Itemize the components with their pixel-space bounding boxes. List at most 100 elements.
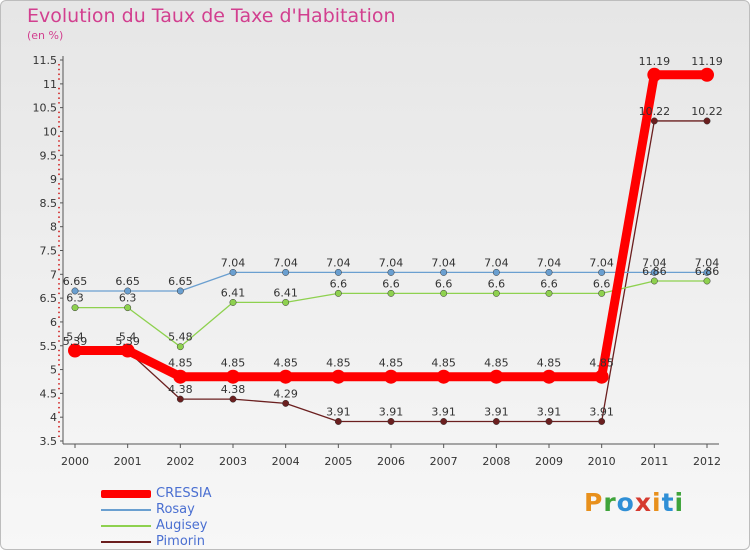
y-minor-tick [58, 430, 60, 433]
data-point-cressia [120, 343, 135, 358]
y-minor-tick [58, 387, 60, 390]
data-label-rosay: 7.04 [273, 256, 298, 269]
y-minor-tick [58, 216, 60, 219]
data-label-cressia: 4.85 [273, 357, 298, 370]
legend-swatch-augisey [101, 525, 151, 527]
y-tick-label: 10.5 [33, 102, 58, 115]
data-label-augisey: 6.86 [642, 265, 667, 278]
y-minor-tick [58, 263, 60, 266]
data-point-rosay [71, 287, 79, 295]
y-minor-tick [58, 187, 60, 190]
data-point-rosay [492, 268, 500, 276]
y-minor-tick [58, 244, 60, 247]
y-minor-tick [58, 311, 60, 314]
data-label-rosay: 7.04 [695, 256, 720, 269]
x-tick-label: 2004 [272, 455, 300, 468]
data-point-augisey [282, 298, 290, 306]
data-label-pimorin: 10.22 [639, 105, 671, 118]
x-tick-label: 2007 [430, 455, 458, 468]
y-minor-tick [58, 87, 60, 90]
y-minor-tick [58, 149, 60, 152]
legend-swatch-pimorin [101, 541, 151, 543]
data-label-pimorin: 3.91 [484, 405, 509, 418]
y-minor-tick [58, 425, 60, 428]
y-tick-label: 10 [43, 125, 57, 138]
data-point-cressia [489, 369, 504, 384]
y-minor-tick [58, 111, 60, 114]
data-label-rosay: 7.04 [589, 256, 614, 269]
data-point-augisey [229, 298, 237, 306]
y-minor-tick [58, 340, 60, 342]
data-label-pimorin: 4.29 [273, 387, 298, 400]
y-minor-tick [58, 316, 60, 319]
data-point-rosay [440, 268, 448, 276]
data-point-rosay [176, 287, 184, 295]
data-label-pimorin: 5.39 [63, 335, 88, 348]
y-minor-tick [58, 92, 60, 95]
y-minor-tick [58, 306, 60, 309]
y-minor-tick [58, 192, 60, 195]
x-tick-label: 2011 [640, 455, 668, 468]
data-point-pimorin [440, 418, 448, 425]
data-label-cressia: 5.4 [119, 331, 137, 344]
y-minor-tick [58, 421, 60, 423]
data-point-pimorin [387, 418, 395, 425]
y-minor-tick [58, 221, 60, 223]
data-point-cressia [700, 67, 714, 82]
data-label-cressia: 4.85 [589, 357, 614, 370]
data-point-augisey [334, 289, 342, 297]
y-minor-tick [58, 325, 60, 328]
y-minor-tick [58, 78, 60, 80]
data-point-rosay [124, 287, 132, 295]
y-minor-tick [58, 330, 60, 333]
data-point-pimorin [703, 117, 711, 125]
data-point-pimorin [334, 418, 342, 425]
x-tick-label: 2003 [219, 455, 247, 468]
y-tick-label: 9 [50, 173, 57, 186]
data-point-pimorin [176, 395, 184, 403]
data-label-cressia: 4.85 [379, 357, 404, 370]
y-minor-tick [58, 382, 60, 385]
data-point-augisey [598, 289, 606, 297]
y-minor-tick [58, 278, 60, 280]
data-point-cressia [647, 67, 662, 82]
data-label-augisey: 6.3 [119, 292, 137, 305]
data-label-rosay: 7.04 [484, 256, 509, 269]
y-tick-label: 7.5 [40, 245, 58, 258]
data-label-pimorin: 5.39 [115, 335, 140, 348]
data-label-augisey: 5.48 [168, 331, 193, 344]
data-label-augisey: 6.6 [435, 277, 453, 290]
y-minor-tick [58, 254, 60, 257]
data-point-augisey [71, 304, 79, 312]
data-point-rosay [545, 268, 553, 276]
y-minor-tick [58, 292, 60, 295]
data-point-rosay [387, 268, 395, 276]
y-tick-label: 7 [50, 268, 57, 281]
data-label-cressia: 4.85 [484, 357, 509, 370]
y-minor-tick [58, 301, 60, 304]
data-point-augisey [703, 277, 711, 285]
y-minor-tick [58, 101, 60, 104]
y-minor-tick [58, 335, 60, 338]
y-minor-tick [58, 68, 60, 71]
x-tick-label: 2006 [377, 455, 405, 468]
data-label-augisey: 6.6 [593, 277, 611, 290]
data-point-rosay [650, 268, 658, 276]
data-label-augisey: 6.41 [273, 286, 298, 299]
y-minor-tick [58, 116, 60, 119]
y-minor-tick [58, 373, 60, 376]
data-label-pimorin: 3.91 [379, 405, 404, 418]
y-tick-label: 6 [50, 316, 57, 329]
x-tick-label: 2009 [535, 455, 563, 468]
chart-subtitle: (en %) [27, 29, 64, 42]
data-label-augisey: 6.3 [66, 292, 84, 305]
y-minor-tick [58, 282, 60, 285]
data-label-rosay: 7.04 [379, 256, 404, 269]
y-minor-tick [58, 268, 60, 271]
y-tick-label: 11.5 [33, 54, 58, 67]
y-minor-tick [58, 125, 60, 128]
data-label-rosay: 7.04 [431, 256, 456, 269]
y-minor-tick [58, 121, 60, 123]
data-point-pimorin [229, 395, 237, 403]
y-minor-tick [58, 206, 60, 209]
